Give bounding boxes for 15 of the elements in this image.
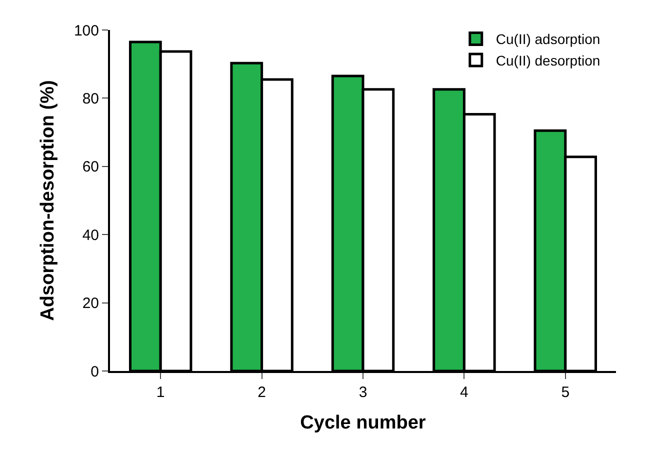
- x-tick-label: 4: [460, 384, 468, 401]
- y-tick-label: 40: [82, 226, 99, 244]
- y-axis-title: Adsorption-desorption (%): [37, 80, 58, 321]
- legend-label: Cu(II) adsorption: [496, 31, 600, 48]
- y-tick-label: 60: [82, 158, 99, 176]
- x-axis-title: Cycle number: [300, 412, 426, 434]
- x-tick-label: 2: [258, 384, 266, 401]
- x-tick-label: 5: [561, 384, 570, 401]
- y-tick-label: 0: [90, 363, 99, 380]
- y-tick-label: 80: [82, 90, 99, 108]
- y-tick-label: 100: [74, 22, 99, 40]
- y-tick-label: 20: [82, 295, 99, 312]
- x-tick-label: 1: [156, 384, 165, 401]
- x-tick-label: 3: [358, 384, 368, 401]
- legend-label: Cu(II) desorption: [496, 52, 600, 68]
